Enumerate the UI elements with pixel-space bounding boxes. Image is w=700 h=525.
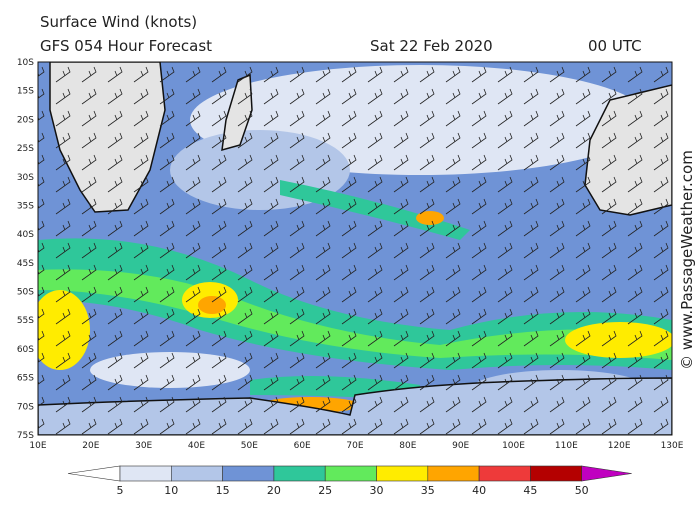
lon-label: 60E: [294, 441, 311, 451]
date: Sat 22 Feb 2020: [370, 37, 493, 55]
lat-label: 50S: [17, 288, 34, 298]
legend-label: 25: [318, 484, 332, 497]
lat-label: 75S: [17, 431, 34, 441]
lat-label: 55S: [17, 316, 34, 326]
subtitle: GFS 054 Hour Forecast: [40, 37, 212, 55]
lat-label: 70S: [17, 402, 34, 412]
credit: © www.PassageWeather.com: [678, 150, 696, 370]
lon-label: 20E: [82, 441, 99, 451]
lon-label: 80E: [399, 441, 416, 451]
title: Surface Wind (knots): [40, 13, 197, 31]
lon-label: 40E: [188, 441, 205, 451]
legend-swatch: [324, 465, 377, 482]
legend-swatch: [376, 465, 429, 482]
lon-label: 110E: [555, 441, 578, 451]
legend-swatch: [171, 465, 223, 482]
legend-label: 10: [164, 484, 178, 497]
lat-label: 45S: [17, 259, 34, 269]
lat-label: 20S: [17, 115, 34, 125]
lon-label: 50E: [241, 441, 258, 451]
legend-label: 35: [421, 484, 435, 497]
lon-label: 90E: [452, 441, 469, 451]
legend-label: 15: [216, 484, 230, 497]
lon-label: 30E: [135, 441, 152, 451]
legend-swatch: [119, 465, 172, 482]
lat-label: 35S: [17, 201, 34, 211]
lat-label: 10S: [17, 58, 34, 68]
legend-swatch: [478, 465, 531, 482]
lon-label: 100E: [502, 441, 525, 451]
legend-swatch: [222, 465, 275, 482]
map-field: [38, 62, 672, 435]
legend-label: 5: [117, 484, 124, 497]
lon-label: 130E: [661, 441, 684, 451]
lon-label: 70E: [346, 441, 363, 451]
legend-label: 40: [472, 484, 486, 497]
legend-label: 30: [370, 484, 384, 497]
legend-swatch: [427, 465, 480, 482]
legend-label: 45: [523, 484, 537, 497]
time: 00 UTC: [588, 37, 642, 55]
lat-label: 25S: [17, 144, 34, 154]
legend-swatch: [530, 465, 583, 482]
legend-label: 50: [575, 484, 589, 497]
legend-arrow-low: [67, 465, 121, 482]
lon-label: 10E: [29, 441, 46, 451]
legend-arrow-high: [581, 465, 632, 482]
map-frame: [37, 61, 673, 436]
legend-label: 20: [267, 484, 281, 497]
lat-label: 60S: [17, 345, 34, 355]
lat-label: 40S: [17, 230, 34, 240]
lon-label: 120E: [608, 441, 631, 451]
lat-label: 15S: [17, 87, 34, 97]
lat-label: 30S: [17, 173, 34, 183]
lat-label: 65S: [17, 374, 34, 384]
legend-swatch: [273, 465, 326, 482]
